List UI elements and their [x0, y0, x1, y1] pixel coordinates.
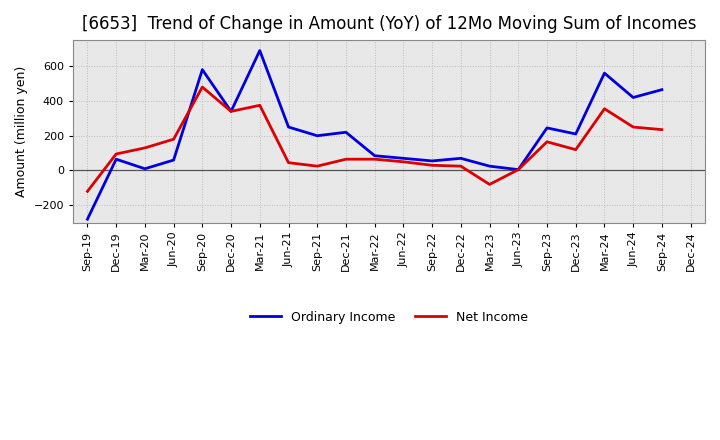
Net Income — [456, 164, 465, 169]
Ordinary Income — [169, 158, 178, 163]
Ordinary Income — [198, 67, 207, 72]
Y-axis label: Amount (million yen): Amount (million yen) — [15, 66, 28, 197]
Ordinary Income — [572, 132, 580, 137]
Net Income — [140, 145, 149, 150]
Net Income — [485, 182, 494, 187]
Ordinary Income — [657, 87, 666, 92]
Title: [6653]  Trend of Change in Amount (YoY) of 12Mo Moving Sum of Incomes: [6653] Trend of Change in Amount (YoY) o… — [82, 15, 696, 33]
Net Income — [341, 157, 350, 162]
Legend: Ordinary Income, Net Income: Ordinary Income, Net Income — [246, 305, 533, 329]
Net Income — [657, 127, 666, 132]
Ordinary Income — [256, 48, 264, 53]
Line: Ordinary Income: Ordinary Income — [87, 51, 662, 219]
Ordinary Income — [600, 70, 609, 76]
Ordinary Income — [227, 109, 235, 114]
Net Income — [169, 136, 178, 142]
Net Income — [112, 151, 120, 157]
Ordinary Income — [514, 167, 523, 172]
Net Income — [572, 147, 580, 152]
Net Income — [399, 159, 408, 165]
Line: Net Income: Net Income — [87, 87, 662, 191]
Ordinary Income — [456, 156, 465, 161]
Ordinary Income — [428, 158, 436, 164]
Net Income — [284, 160, 293, 165]
Ordinary Income — [112, 157, 120, 162]
Net Income — [370, 157, 379, 162]
Net Income — [629, 125, 637, 130]
Ordinary Income — [485, 164, 494, 169]
Ordinary Income — [140, 166, 149, 172]
Net Income — [514, 167, 523, 172]
Net Income — [227, 109, 235, 114]
Net Income — [83, 189, 91, 194]
Ordinary Income — [341, 130, 350, 135]
Ordinary Income — [370, 153, 379, 158]
Ordinary Income — [629, 95, 637, 100]
Net Income — [256, 103, 264, 108]
Net Income — [543, 139, 552, 144]
Net Income — [198, 84, 207, 90]
Net Income — [313, 164, 322, 169]
Net Income — [600, 106, 609, 111]
Ordinary Income — [543, 125, 552, 131]
Ordinary Income — [83, 216, 91, 222]
Ordinary Income — [399, 156, 408, 161]
Net Income — [428, 163, 436, 168]
Ordinary Income — [313, 133, 322, 138]
Ordinary Income — [284, 125, 293, 130]
